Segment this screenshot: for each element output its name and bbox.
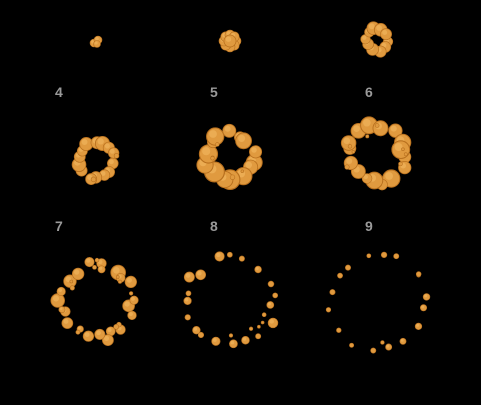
frame-label-6: 6	[365, 84, 373, 100]
frame-label-7: 7	[55, 218, 63, 234]
frame-label-8: 8	[210, 218, 218, 234]
frame-3-explosion	[360, 21, 394, 58]
frame-1-explosion	[89, 35, 103, 48]
frame-label-4: 4	[55, 84, 63, 100]
frame-2-explosion	[218, 29, 242, 53]
frame-8-explosion	[183, 251, 279, 349]
frame-6-explosion	[340, 116, 412, 191]
frame-label-5: 5	[210, 84, 218, 100]
frame-4-explosion	[71, 135, 120, 186]
frame-7-explosion	[50, 257, 139, 347]
frame-5-explosion	[196, 123, 263, 190]
frame-label-9: 9	[365, 218, 373, 234]
frame-9-explosion	[325, 251, 431, 354]
